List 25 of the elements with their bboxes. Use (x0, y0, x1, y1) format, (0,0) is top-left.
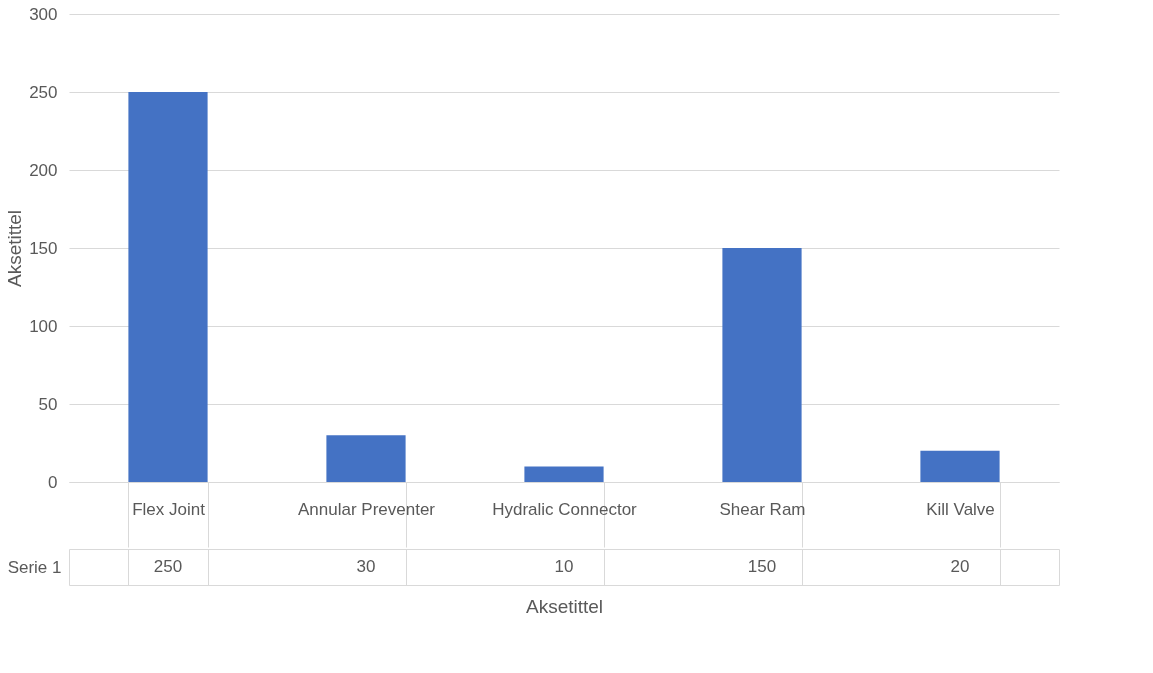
bar (326, 435, 406, 482)
y-tick-label: 50 (38, 394, 58, 414)
y-tick-label: 0 (48, 472, 58, 492)
x-tick-label: Flex Joint (132, 499, 206, 519)
y-tick-label: 150 (29, 238, 58, 258)
y-tick-label: 300 (29, 4, 58, 24)
y-axis-title: Aksetittel (4, 209, 26, 288)
bar (920, 450, 1000, 482)
data-label: 250 (153, 557, 183, 576)
y-tick-label: 200 (29, 160, 58, 180)
bar (128, 92, 208, 482)
bar (524, 466, 604, 482)
x-tick-label: Annular Preventer (297, 499, 436, 519)
bar (722, 248, 802, 482)
y-tick-label: 100 (29, 316, 58, 336)
x-tick-label: Hydralic Connector (492, 499, 638, 519)
x-tick-label: Kill Valve (926, 499, 995, 519)
x-tick-label: Shear Ram (719, 499, 806, 519)
data-label: 150 (747, 557, 777, 576)
data-label: 20 (950, 557, 970, 576)
data-label: 10 (554, 557, 574, 576)
text: Serie 1 (7, 557, 62, 577)
y-tick-label: 250 (29, 82, 58, 102)
data-label: 30 (356, 557, 376, 576)
x-axis-title: Aksetittel (525, 595, 604, 617)
